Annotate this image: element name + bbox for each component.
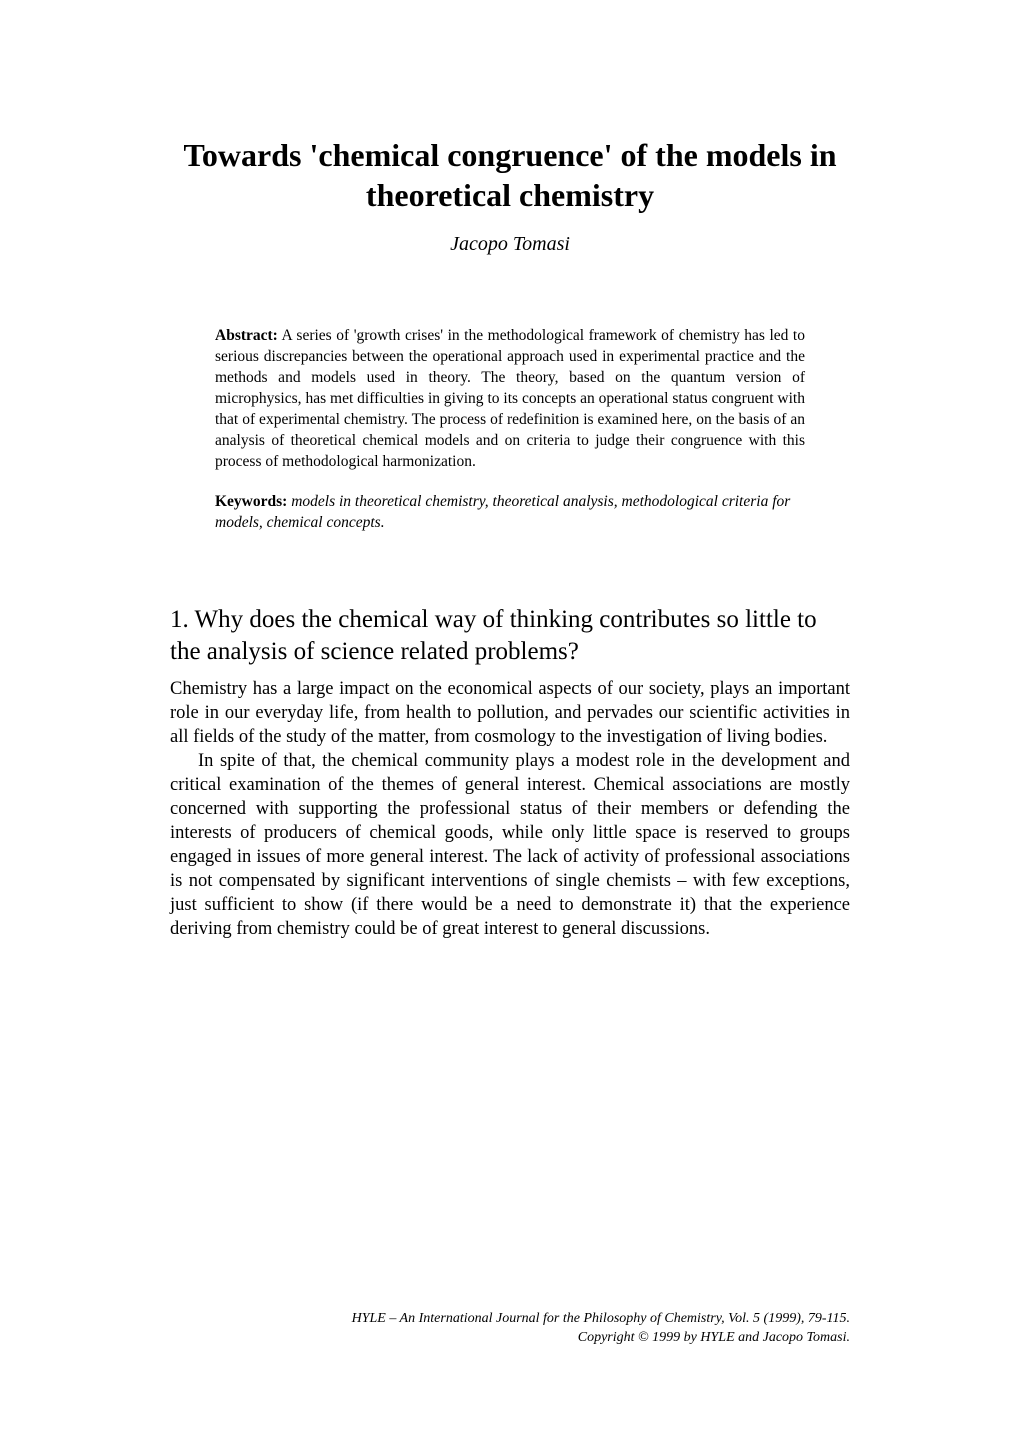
paper-author: Jacopo Tomasi [170, 233, 850, 256]
abstract-label: Abstract: [215, 327, 278, 344]
abstract-text: A series of 'growth crises' in the metho… [215, 327, 805, 470]
section-heading: 1. Why does the chemical way of thinking… [170, 604, 850, 667]
abstract-block: Abstract: A series of 'growth crises' in… [215, 326, 805, 472]
paper-title: Towards 'chemical congruence' of the mod… [170, 135, 850, 215]
keywords-label: Keywords: [215, 493, 287, 510]
body-paragraph: In spite of that, the chemical community… [170, 749, 850, 941]
footer-line-copyright: Copyright © 1999 by HYLE and Jacopo Toma… [170, 1329, 850, 1348]
body-paragraph: Chemistry has a large impact on the econ… [170, 677, 850, 749]
footer-line-journal: HYLE – An International Journal for the … [170, 1310, 850, 1329]
keywords-block: Keywords: models in theoretical chemistr… [215, 492, 805, 534]
keywords-text: models in theoretical chemistry, theoret… [215, 493, 790, 531]
footer-citation: HYLE – An International Journal for the … [170, 1310, 850, 1348]
